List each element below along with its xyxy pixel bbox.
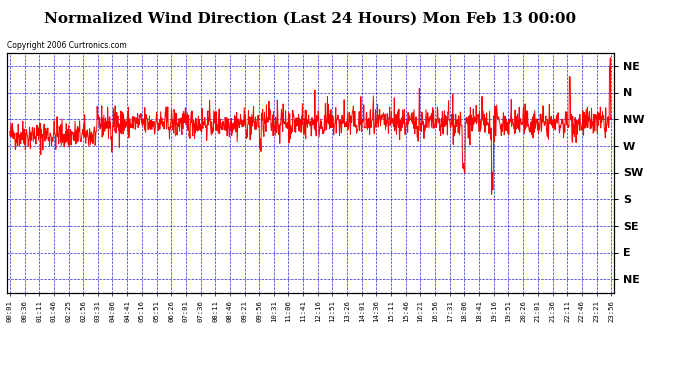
- Text: Copyright 2006 Curtronics.com: Copyright 2006 Curtronics.com: [7, 41, 127, 50]
- Text: Normalized Wind Direction (Last 24 Hours) Mon Feb 13 00:00: Normalized Wind Direction (Last 24 Hours…: [44, 11, 577, 25]
